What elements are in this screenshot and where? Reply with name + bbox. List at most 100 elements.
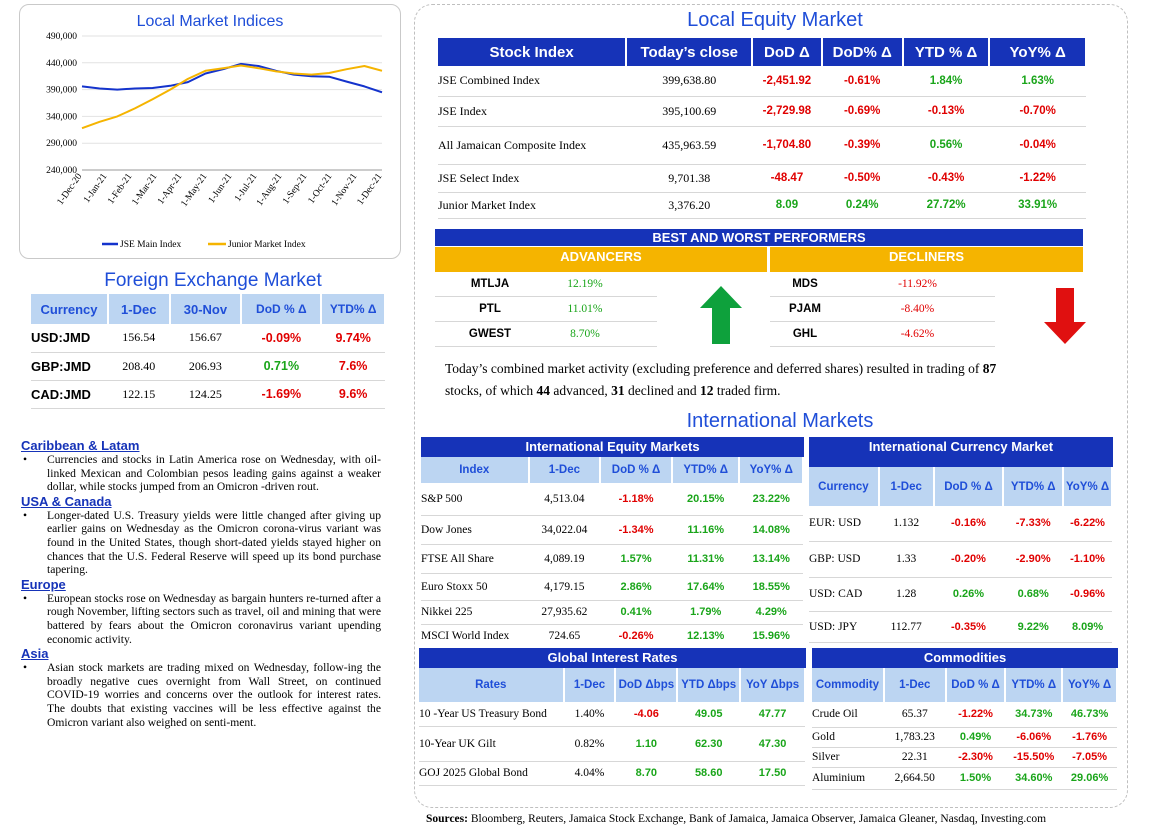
- currency-cell: 1.33: [878, 541, 934, 578]
- rates-row: 10 -Year US Treasury Bond 1.40% -4.06 49.05…: [419, 702, 805, 727]
- equity-row: FTSE All Share 4,089.19 1.57% 11.31% 13.14%: [421, 544, 803, 574]
- advancer-row: GWEST 8.70%: [435, 322, 657, 347]
- ticker: PTL: [479, 303, 501, 315]
- currency-header: YoY% Δ: [1063, 467, 1113, 506]
- advancer-row: MTLJA 12.19%: [435, 272, 657, 297]
- fx-cell: 156.67: [169, 324, 242, 353]
- commodities-header: YTD% Δ: [1005, 668, 1064, 702]
- currency-cell: -2.90%: [1003, 541, 1064, 578]
- equity-cell: 17.64%: [671, 573, 740, 601]
- legend-label-1: Junior Market Index: [228, 240, 306, 250]
- advancers-header: ADVANCERS: [435, 247, 767, 272]
- currency-row: GBP: USD 1.33 -0.20% -2.90% -1.10%: [809, 541, 1112, 578]
- lem-cell: 395,100.69: [626, 96, 753, 127]
- lem-cell: 399,638.80: [626, 66, 753, 97]
- equity-cell: 4,179.15: [528, 573, 601, 601]
- commodities-cell: 0.49%: [945, 727, 1006, 748]
- advancer-row: PTL 11.01%: [435, 297, 657, 322]
- lem-cell: -0.39%: [821, 126, 903, 165]
- fx-header: 1-Dec: [107, 294, 171, 324]
- equity-cell: 34,022.04: [528, 515, 601, 545]
- equity-cell: 20.15%: [671, 483, 740, 516]
- lem-header: YTD % Δ: [902, 38, 991, 66]
- x-tick-label: 1-Aug-21: [255, 172, 285, 208]
- commodities-cell: 65.37: [883, 702, 946, 728]
- rates-header: Rates: [419, 668, 565, 702]
- commodities-cell: 22.31: [883, 747, 946, 768]
- y-tick-label: 290,000: [46, 139, 77, 149]
- currency-cell: 0.26%: [933, 577, 1004, 612]
- currency-row: USD: CAD 1.28 0.26% 0.68% -0.96%: [809, 577, 1112, 612]
- currency-cell: -0.96%: [1063, 577, 1112, 612]
- currency-cell: -6.22%: [1063, 506, 1112, 542]
- y-tick-label: 340,000: [46, 112, 77, 122]
- x-tick-label: 1-Jun-21: [207, 172, 235, 206]
- lem-header: Stock Index: [438, 38, 628, 66]
- equity-header: YTD% Δ: [671, 457, 741, 483]
- equity-header: DoD % Δ: [600, 457, 673, 483]
- fx-header: YTD% Δ: [321, 294, 386, 324]
- equity-cell: Euro Stoxx 50: [421, 573, 529, 601]
- lem-row: JSE Index 395,100.69 -2,729.98 -0.69% -0.13%…: [438, 96, 1086, 127]
- commodities-cell: -6.06%: [1005, 727, 1063, 748]
- lem-row: All Jamaican Composite Index 435,963.59 -1…: [438, 126, 1086, 165]
- lem-cell: 435,963.59: [626, 126, 753, 165]
- currency-cell: 1.28: [878, 577, 934, 612]
- x-tick-label: 1-Dec-21: [356, 172, 385, 207]
- decliner-row: MDS -11.92%: [770, 272, 995, 297]
- rates-cell: 47.30: [740, 726, 805, 762]
- commodities-cell: -15.50%: [1005, 747, 1063, 768]
- fx-row: GBP:JMD 208.40 206.93 0.71% 7.6%: [31, 352, 385, 381]
- x-tick-label: 1-Dec-20: [56, 172, 85, 207]
- commodities-header: DoD % Δ: [945, 668, 1007, 702]
- y-tick-label: 390,000: [46, 86, 77, 96]
- rates-cell: GOJ 2025 Global Bond: [419, 761, 564, 786]
- currency-row: EUR: USD 1.132 -0.16% -7.33% -6.22%: [809, 506, 1112, 542]
- lem-cell: -0.43%: [902, 164, 990, 193]
- fx-cell: -1.69%: [241, 380, 322, 409]
- local-equity-table: Stock Index Today’s close DoD Δ DoD% Δ YTD %…: [438, 38, 1087, 219]
- rates-title: Global Interest Rates: [419, 648, 806, 668]
- fx-cell: 9.6%: [321, 380, 385, 409]
- commodities-cell: 29.06%: [1062, 767, 1117, 790]
- equity-row: Dow Jones 34,022.04 -1.34% 11.16% 14.08%: [421, 515, 803, 545]
- equity-cell: 0.41%: [600, 600, 672, 625]
- fx-cell: 7.6%: [321, 352, 385, 381]
- currency-cell: 9.22%: [1003, 611, 1064, 643]
- lem-cell: JSE Index: [438, 96, 627, 127]
- rates-header: YTD Δbps: [677, 668, 742, 702]
- equity-cell: -0.26%: [600, 624, 672, 649]
- change-pct: 11.01%: [567, 303, 603, 315]
- equity-cell: Nikkei 225: [421, 600, 529, 625]
- rates-cell: -4.06: [615, 702, 678, 727]
- rates-table: Rates 1-Dec DoD Δbps YTD Δbps YoY Δbps 10 -Y…: [419, 668, 806, 786]
- equity-row: S&P 500 4,513.04 -1.18% 20.15% 23.22%: [421, 483, 803, 516]
- local-equity-title: Local Equity Market: [687, 9, 863, 31]
- equity-row: Euro Stoxx 50 4,179.15 2.86% 17.64% 18.55%: [421, 573, 803, 601]
- rates-row: GOJ 2025 Global Bond 4.04% 8.70 58.60 17.50: [419, 761, 805, 786]
- equity-cell: 4,089.19: [528, 544, 601, 574]
- currency-header: YTD% Δ: [1003, 467, 1065, 506]
- lem-cell: -0.70%: [989, 96, 1086, 127]
- fx-title: Foreign Exchange Market: [104, 270, 322, 291]
- lem-cell: -48.47: [752, 164, 822, 193]
- lem-cell: 33.91%: [989, 192, 1086, 219]
- rates-cell: 47.77: [740, 702, 805, 727]
- rates-cell: 10 -Year US Treasury Bond: [419, 702, 564, 727]
- fx-cell: -0.09%: [241, 324, 322, 353]
- currency-cell: GBP: USD: [809, 541, 879, 578]
- equity-header: 1-Dec: [528, 457, 602, 483]
- local-market-indices-panel: [19, 4, 401, 259]
- rates-cell: 62.30: [677, 726, 741, 762]
- currency-cell: USD: CAD: [809, 577, 879, 612]
- x-tick-label: 1-May-21: [179, 172, 209, 209]
- rates-cell: 4.04%: [563, 761, 616, 786]
- commodities-header: 1-Dec: [883, 668, 947, 702]
- equity-cell: 4,513.04: [528, 483, 601, 516]
- change-pct: -4.62%: [900, 328, 935, 340]
- equity-cell: 14.08%: [739, 515, 803, 545]
- best-worst-title: BEST AND WORST PERFORMERS: [435, 229, 1083, 246]
- lem-cell: Junior Market Index: [438, 192, 627, 219]
- currency-cell: -0.16%: [933, 506, 1004, 542]
- rates-header: 1-Dec: [563, 668, 617, 702]
